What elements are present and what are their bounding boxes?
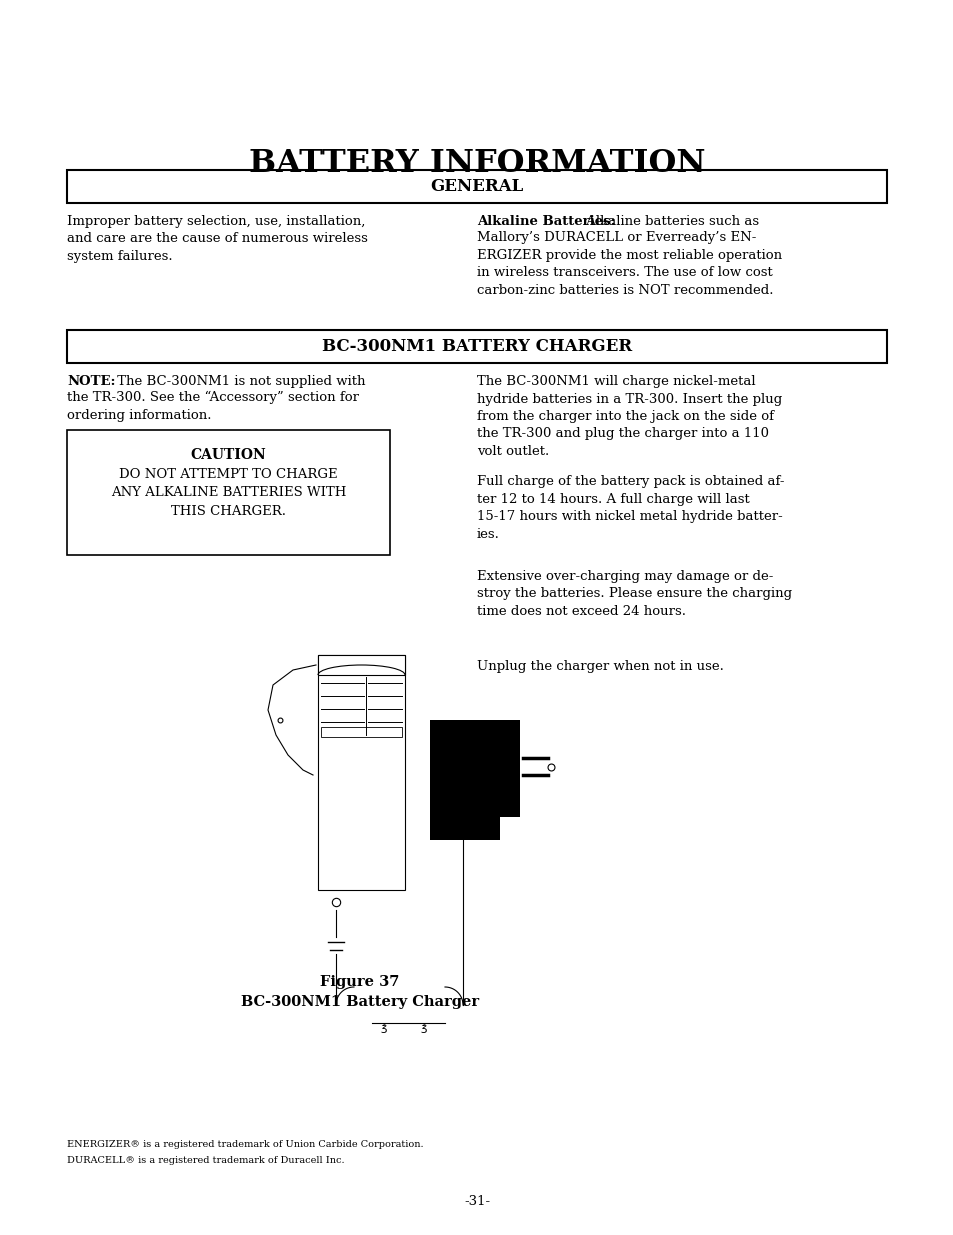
Bar bbox=[499, 818, 519, 842]
Text: Alkaline batteries such as: Alkaline batteries such as bbox=[581, 215, 759, 228]
Bar bbox=[317, 655, 405, 676]
Text: Full charge of the battery pack is obtained af-
ter 12 to 14 hours. A full charg: Full charge of the battery pack is obtai… bbox=[476, 475, 783, 541]
Text: Figure 37: Figure 37 bbox=[320, 974, 399, 989]
Text: CAUTION: CAUTION bbox=[191, 448, 266, 462]
Text: ℥: ℥ bbox=[420, 1023, 426, 1032]
Bar bbox=[67, 170, 886, 203]
Text: The BC-300NM1 is not supplied with: The BC-300NM1 is not supplied with bbox=[112, 375, 365, 388]
Bar bbox=[67, 330, 886, 363]
Text: ℥: ℥ bbox=[380, 1023, 386, 1032]
Bar bbox=[317, 655, 405, 890]
Text: GENERAL: GENERAL bbox=[430, 178, 523, 195]
Text: the TR-300. See the “Accessory” section for
ordering information.: the TR-300. See the “Accessory” section … bbox=[67, 391, 358, 421]
Text: BC-300NM1 Battery Charger: BC-300NM1 Battery Charger bbox=[241, 995, 478, 1009]
Text: Alkaline Batteries:: Alkaline Batteries: bbox=[476, 215, 615, 228]
Text: BATTERY INFORMATION: BATTERY INFORMATION bbox=[249, 148, 704, 179]
Text: ENERGIZER® is a registered trademark of Union Carbide Corporation.: ENERGIZER® is a registered trademark of … bbox=[67, 1140, 423, 1149]
Text: DURACELL® is a registered trademark of Duracell Inc.: DURACELL® is a registered trademark of D… bbox=[67, 1156, 344, 1165]
Text: Extensive over-charging may damage or de-
stroy the batteries. Please ensure the: Extensive over-charging may damage or de… bbox=[476, 571, 791, 618]
Text: -31-: -31- bbox=[463, 1195, 490, 1208]
Bar bbox=[67, 430, 390, 555]
Text: The BC-300NM1 will charge nickel-metal
hydride batteries in a TR-300. Insert the: The BC-300NM1 will charge nickel-metal h… bbox=[476, 375, 781, 458]
Bar bbox=[320, 727, 401, 737]
Text: Improper battery selection, use, installation,
and care are the cause of numerou: Improper battery selection, use, install… bbox=[67, 215, 368, 263]
Text: BC-300NM1 BATTERY CHARGER: BC-300NM1 BATTERY CHARGER bbox=[321, 338, 632, 354]
Text: DO NOT ATTEMPT TO CHARGE
ANY ALKALINE BATTERIES WITH
THIS CHARGER.: DO NOT ATTEMPT TO CHARGE ANY ALKALINE BA… bbox=[111, 468, 346, 517]
Text: Mallory’s DURACELL or Everready’s EN-
ERGIZER provide the most reliable operatio: Mallory’s DURACELL or Everready’s EN- ER… bbox=[476, 231, 781, 296]
Bar bbox=[430, 720, 519, 840]
Text: Unplug the charger when not in use.: Unplug the charger when not in use. bbox=[476, 659, 723, 673]
Text: NOTE:: NOTE: bbox=[67, 375, 115, 388]
